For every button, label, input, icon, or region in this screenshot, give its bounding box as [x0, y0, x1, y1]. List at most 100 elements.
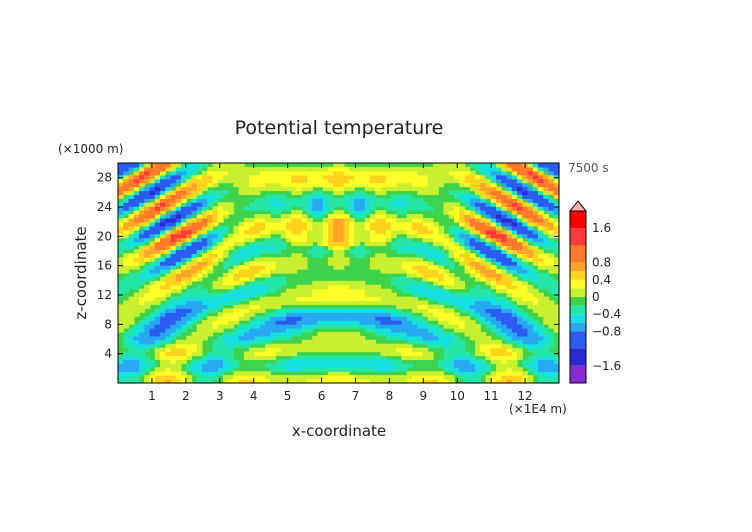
field-cell — [133, 186, 140, 192]
field-cell — [312, 198, 319, 203]
field-cell — [191, 308, 198, 313]
field-cell — [375, 355, 382, 361]
field-cell — [517, 218, 523, 223]
field-cell — [532, 166, 539, 172]
field-cell — [207, 166, 214, 172]
field-cell — [490, 249, 497, 254]
field-cell — [317, 221, 324, 227]
field-cell — [553, 170, 560, 176]
field-cell — [160, 308, 166, 313]
field-cell — [511, 328, 518, 333]
field-cell — [249, 166, 256, 172]
field-cell — [123, 331, 130, 337]
field-cell — [359, 194, 366, 199]
field-cell — [196, 367, 203, 372]
field-cell — [496, 324, 502, 329]
field-cell — [160, 331, 166, 337]
field-cell — [464, 308, 471, 313]
field-cell — [270, 229, 277, 235]
field-cell — [275, 351, 282, 357]
field-cell — [401, 249, 408, 254]
field-cell — [254, 206, 261, 211]
field-cell — [202, 241, 208, 247]
field-cell — [139, 218, 145, 223]
field-cell — [212, 253, 219, 258]
field-cell — [527, 174, 534, 180]
field-cell — [317, 206, 324, 211]
field-cell — [286, 292, 292, 298]
colorbar-level — [570, 228, 586, 246]
field-cell — [501, 269, 508, 274]
field-cell — [207, 363, 214, 368]
field-cell — [291, 166, 298, 172]
field-cell — [496, 229, 502, 235]
field-cell — [338, 288, 345, 294]
field-cell — [301, 316, 308, 321]
field-cell — [553, 284, 560, 290]
field-cell — [370, 194, 376, 199]
field-cell — [401, 280, 408, 286]
field-cell — [238, 273, 245, 278]
field-cell — [433, 375, 439, 380]
field-cell — [238, 312, 245, 317]
field-cell — [464, 331, 471, 337]
field-cell — [375, 347, 382, 353]
field-cell — [322, 186, 329, 192]
field-cell — [522, 182, 529, 188]
field-cell — [548, 206, 555, 211]
field-cell — [459, 178, 466, 184]
field-cell — [422, 312, 429, 317]
field-cell — [123, 280, 130, 286]
field-cell — [480, 371, 487, 376]
field-cell — [244, 316, 250, 321]
field-cell — [406, 300, 413, 306]
field-cell — [333, 166, 340, 172]
field-cell — [160, 312, 166, 317]
field-cell — [202, 245, 208, 251]
field-cell — [375, 284, 382, 290]
y-axis-label: z-coordinate — [72, 226, 90, 319]
field-cell — [128, 273, 135, 278]
field-cell — [238, 249, 245, 254]
field-cell — [202, 288, 208, 294]
field-cell — [212, 371, 219, 376]
field-cell — [202, 221, 208, 227]
field-cell — [417, 221, 424, 227]
field-cell — [417, 245, 424, 251]
field-cell — [532, 300, 539, 306]
field-cell — [475, 296, 481, 302]
field-cell — [469, 304, 476, 309]
field-cell — [149, 221, 156, 227]
field-cell — [354, 343, 361, 349]
field-cell — [538, 265, 544, 270]
field-cell — [228, 379, 235, 384]
field-cell — [553, 280, 560, 286]
field-cell — [149, 288, 156, 294]
field-cell — [128, 280, 135, 286]
field-cell — [375, 343, 382, 349]
field-cell — [118, 190, 124, 196]
field-cell — [538, 178, 544, 184]
field-cell — [553, 355, 560, 361]
field-cell — [406, 343, 413, 349]
field-cell — [149, 257, 156, 262]
field-cell — [154, 186, 161, 192]
field-cell — [459, 261, 466, 266]
field-cell — [333, 202, 340, 207]
field-cell — [265, 241, 271, 247]
field-cell — [265, 339, 271, 345]
field-cell — [548, 182, 555, 188]
field-cell — [249, 312, 256, 317]
field-cell — [144, 288, 151, 294]
field-cell — [328, 331, 334, 337]
field-cell — [454, 355, 460, 361]
field-cell — [406, 331, 413, 337]
field-cell — [354, 292, 361, 298]
field-cell — [175, 214, 182, 219]
field-cell — [422, 355, 429, 361]
field-cell — [228, 331, 235, 337]
field-cell — [296, 308, 303, 313]
field-cell — [438, 379, 445, 384]
field-cell — [527, 300, 534, 306]
field-cell — [485, 237, 492, 243]
